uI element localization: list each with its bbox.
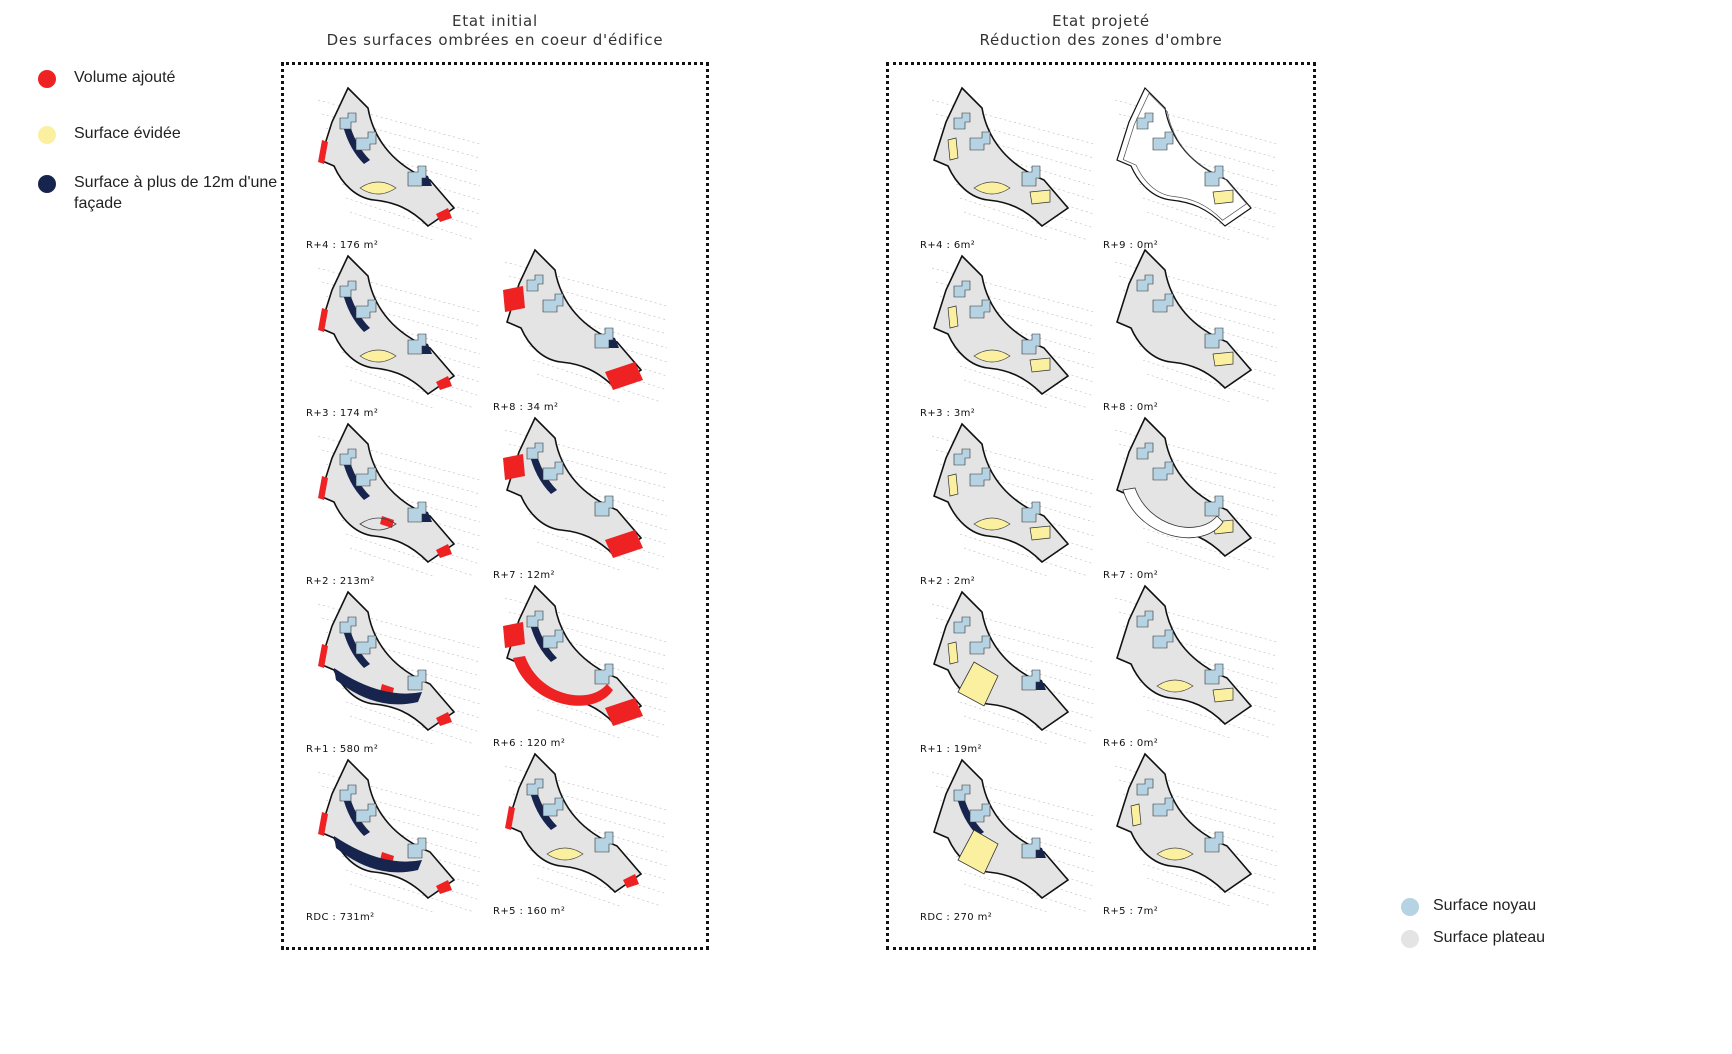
projected-floor-right-4: R+5 : 7m² [1095,746,1295,926]
initial-floor-left-1: R+3 : 174 m² [298,248,498,428]
projected-panel [886,62,1316,950]
legend-core-label: Surface noyau [1433,897,1537,914]
projected-floor-right-2: R+7 : 0m² [1095,410,1295,590]
projected-floor-left-3: R+1 : 19m² [912,584,1112,764]
floor-area-label: R+1 : 580 m² [306,744,379,755]
legend-deep-swatch [38,175,56,193]
floor-area-label: R+1 : 19m² [920,744,982,755]
legend-core-swatch [1401,898,1419,916]
initial-title: Etat initial Des surfaces ombrées en coe… [280,12,710,50]
floor-area-label: R+7 : 0m² [1103,570,1159,581]
floor-area-label: R+6 : 120 m² [493,738,566,749]
floor-area-label: R+7 : 12m² [493,570,555,581]
legend-core: Surface noyau [1401,895,1536,916]
initial-floor-left-4: RDC : 731m² [298,752,498,932]
floor-area-label: R+4 : 6m² [920,240,976,251]
projected-floor-left-4: RDC : 270 m² [912,752,1112,932]
floor-area-label: R+8 : 0m² [1103,402,1159,413]
floor-area-label: R+6 : 0m² [1103,738,1159,749]
projected-floor-right-0: R+9 : 0m² [1095,80,1295,260]
floor-area-label: R+3 : 174 m² [306,408,379,419]
floor-area-label: RDC : 731m² [306,912,375,923]
legend-plate-label: Surface plateau [1433,929,1546,946]
projected-title-sub: Réduction des zones d'ombre [979,31,1223,49]
initial-floor-right-1: R+8 : 34 m² [485,242,685,422]
floor-area-label: R+8 : 34 m² [493,402,559,413]
projected-title-main: Etat projeté [1052,12,1150,30]
floor-area-label: R+5 : 7m² [1103,906,1159,917]
legend-added: Volume ajouté [38,67,175,88]
projected-floor-left-2: R+2 : 2m² [912,416,1112,596]
floor-area-label: R+9 : 0m² [1103,240,1159,251]
initial-floor-right-2: R+7 : 12m² [485,410,685,590]
initial-floor-right-3: R+6 : 120 m² [485,578,685,758]
floor-area-label: R+2 : 2m² [920,576,976,587]
legend-hollowed-label: Surface évidée [74,125,181,142]
legend-deep-line1: Surface à plus de 12m d'une [74,174,278,191]
floor-area-label: R+5 : 160 m² [493,906,566,917]
initial-panel [281,62,709,950]
legend-deep-line2: façade [74,195,123,212]
initial-title-sub: Des surfaces ombrées en coeur d'édifice [326,31,664,49]
projected-floor-left-1: R+3 : 3m² [912,248,1112,428]
legend-deep: Surface à plus de 12m d'une façade [38,172,277,214]
floor-area-label: R+2 : 213m² [306,576,375,587]
legend-plate-swatch [1401,930,1419,948]
initial-floor-left-2: R+2 : 213m² [298,416,498,596]
initial-floor-left-3: R+1 : 580 m² [298,584,498,764]
initial-floor-left-0: R+4 : 176 m² [298,80,498,260]
floor-area-label: R+3 : 3m² [920,408,976,419]
initial-title-main: Etat initial [451,12,539,30]
projected-floor-left-0: R+4 : 6m² [912,80,1112,260]
legend-plate: Surface plateau [1401,927,1545,948]
initial-floor-right-4: R+5 : 160 m² [485,746,685,926]
legend-added-swatch [38,70,56,88]
floor-area-label: R+4 : 176 m² [306,240,379,251]
legend-hollowed-swatch [38,126,56,144]
projected-floor-right-1: R+8 : 0m² [1095,242,1295,422]
legend-deep-label: Surface à plus de 12m d'une façade [74,172,277,214]
legend-added-label: Volume ajouté [74,69,176,86]
floor-area-label: RDC : 270 m² [920,912,993,923]
legend-hollowed: Surface évidée [38,123,181,144]
projected-title: Etat projeté Réduction des zones d'ombre [886,12,1316,50]
projected-floor-right-3: R+6 : 0m² [1095,578,1295,758]
